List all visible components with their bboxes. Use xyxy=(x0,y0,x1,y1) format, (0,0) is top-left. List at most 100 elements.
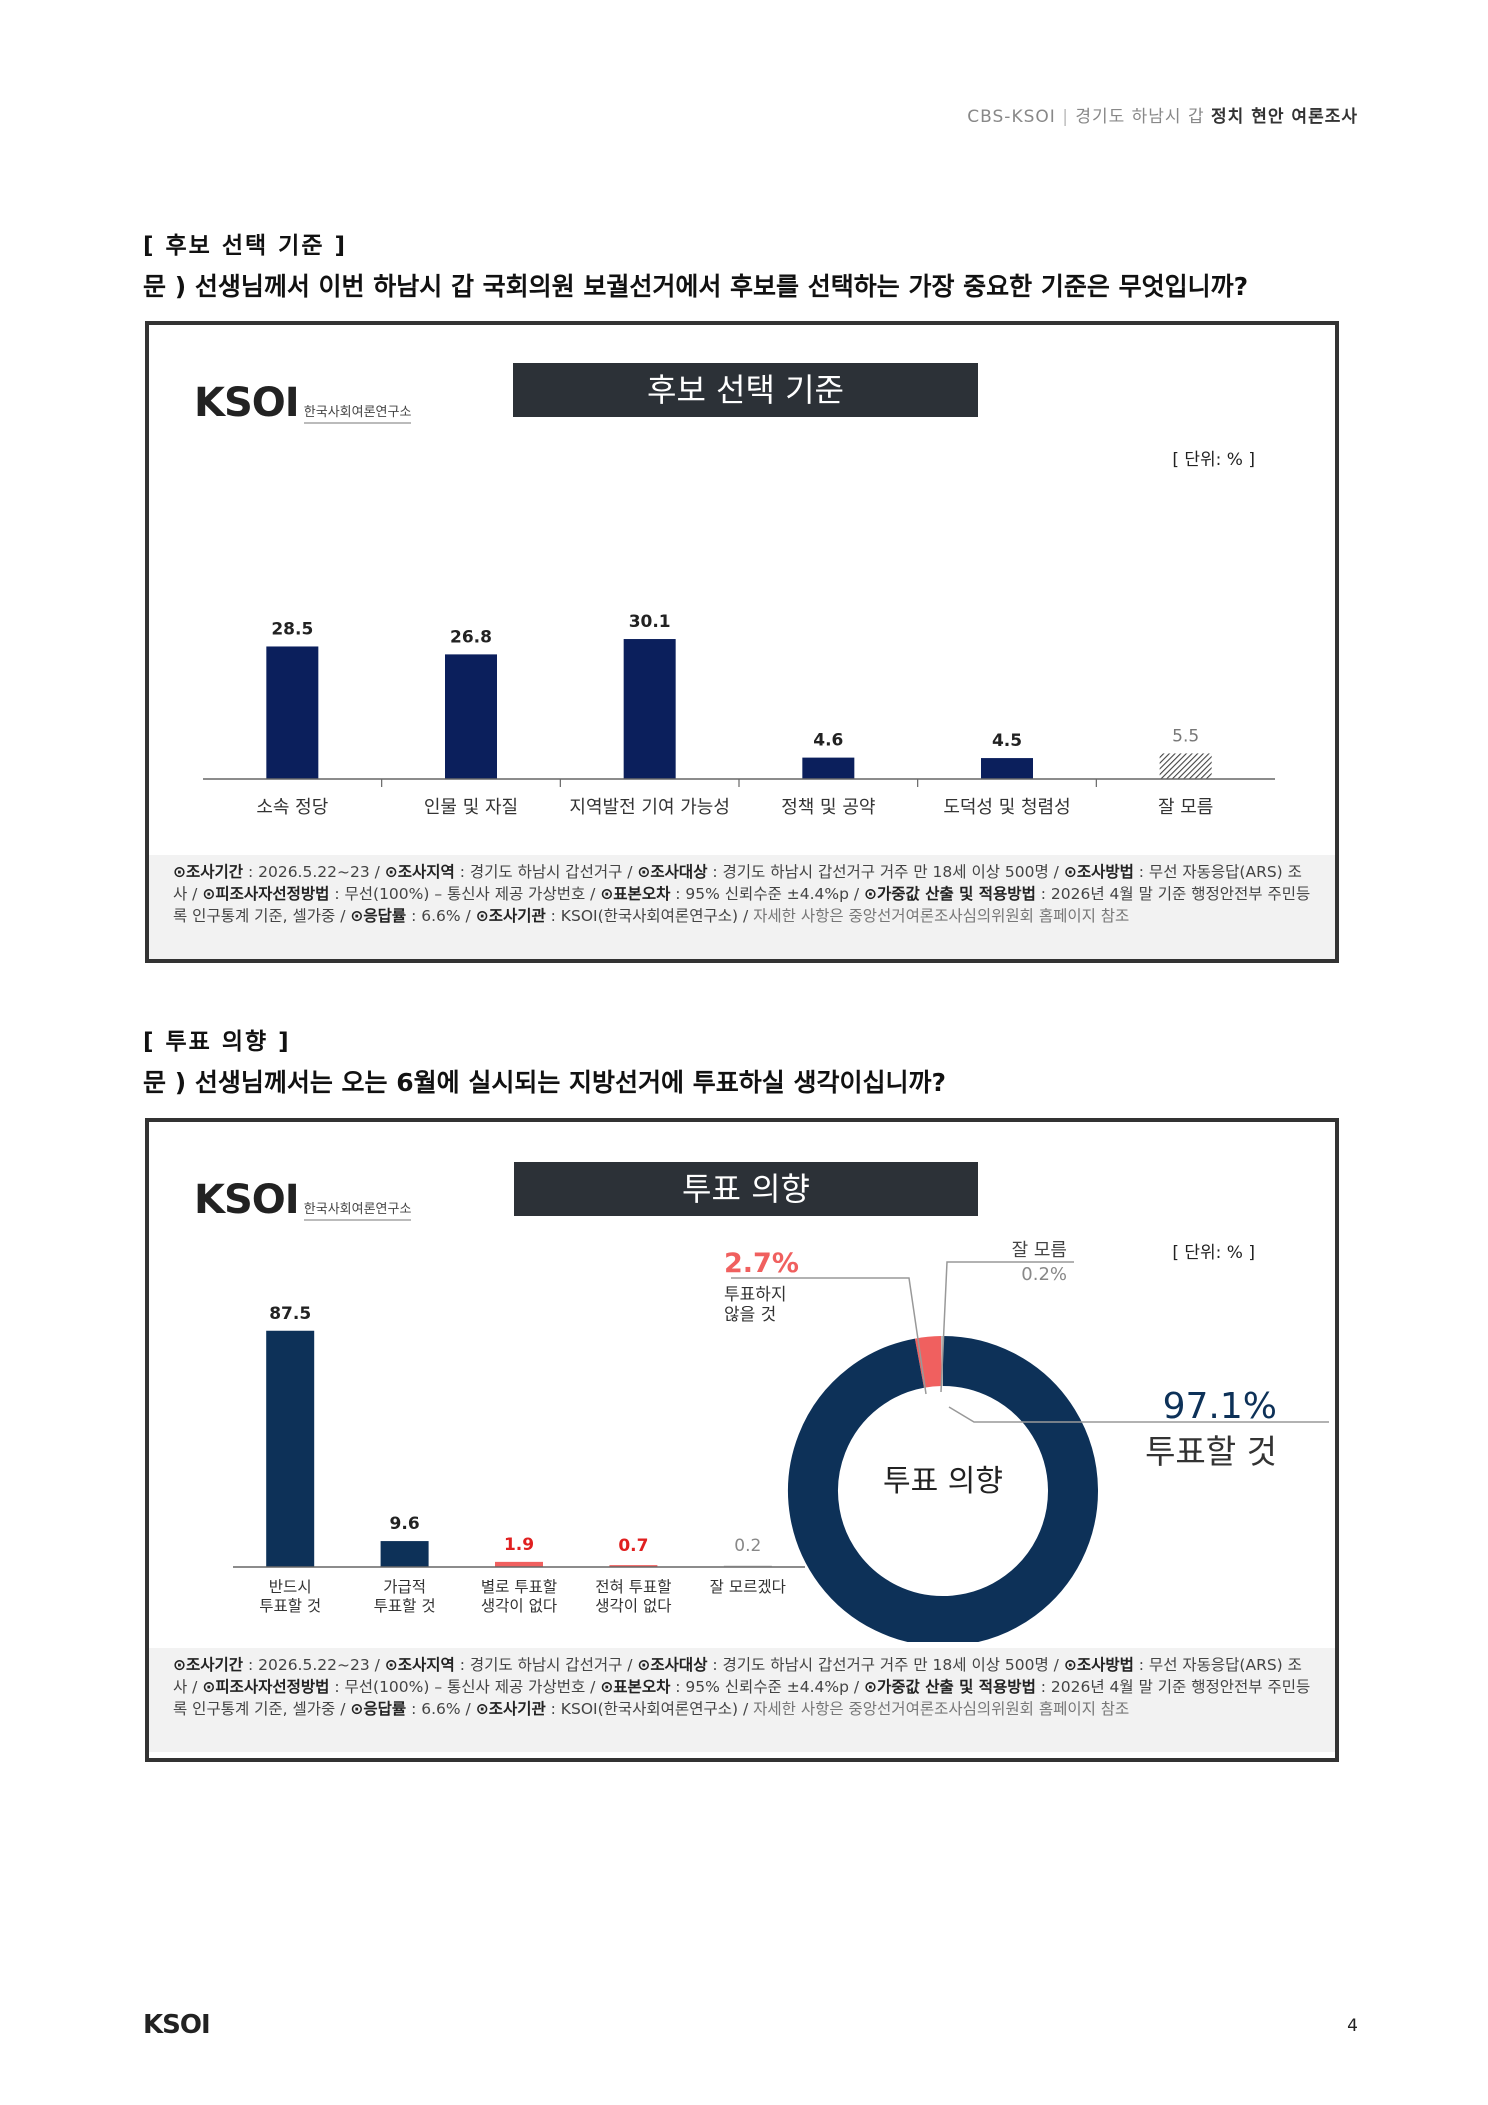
chart-panel-voting-intention: KSOI 한국사회여론연구소 투표 의향 [ 단위: % ] 87.5 반드시 투표… xyxy=(145,1118,1339,1762)
fn-agency-label: ⊙조사기관 xyxy=(475,1700,546,1718)
fn-response-label: ⊙응답률 xyxy=(350,1700,407,1718)
category-label-0-0: 반드시 xyxy=(269,1578,312,1596)
donut-slice-0 xyxy=(788,1336,1098,1642)
category-label-3: 정책 및 공약 xyxy=(781,797,875,818)
fn-weight-text: : 2026년 4월 말 기준 행정안전부 주민등록 인구통계 기준, 셀가중 … xyxy=(173,1678,1311,1718)
category-label-2-1: 생각이 없다 xyxy=(481,1597,557,1615)
bar-value-label-4: 0.2 xyxy=(734,1536,761,1556)
footer-logo: KSOI xyxy=(143,2010,211,2040)
bar-value-label-4: 4.5 xyxy=(992,731,1022,751)
logo-text: KSOI xyxy=(194,380,300,426)
header-survey-org: CBS-KSOI xyxy=(967,107,1056,127)
fn-response-text: : 6.6% / xyxy=(406,907,476,925)
fn-agency-label: ⊙조사기관 xyxy=(475,907,546,925)
chart-panel-candidate-criteria: KSOI 한국사회여론연구소 후보 선택 기준 [ 단위: % ] 28.5 소속… xyxy=(145,321,1339,963)
callout-no-label-1: 투표하지 xyxy=(724,1285,787,1305)
fn-period-label: ⊙조사기간 xyxy=(173,863,244,881)
header-separator: | xyxy=(1062,107,1069,127)
unit-label: [ 단위: % ] xyxy=(1172,1243,1255,1263)
fn-sampling-text: : 무선(100%) – 통신사 제공 가상번호 / xyxy=(329,885,601,903)
callout-dk-label: 잘 모름 xyxy=(1012,1240,1067,1261)
fn-method-text: : 무선 자동응답(ARS) 조사 / xyxy=(173,863,1302,903)
fn-agency-text: : KSOI(한국사회여론연구소) / xyxy=(545,1700,754,1718)
category-label-1: 인물 및 자질 xyxy=(424,797,518,818)
bar-value-label-3: 0.7 xyxy=(618,1536,648,1556)
question-candidate-criteria: 문 ) 선생님께서 이번 하남시 갑 국회의원 보궐선거에서 후보를 선택하는 … xyxy=(143,272,1249,301)
fn-response-label: ⊙응답률 xyxy=(350,907,407,925)
bar-3 xyxy=(802,757,855,779)
fn-target-label: ⊙조사대상 xyxy=(637,1656,708,1674)
fn-target-text: : 경기도 하남시 갑선거구 거주 만 18세 이상 500명 / xyxy=(707,1656,1064,1674)
fn-agency-text: : KSOI(한국사회여론연구소) / xyxy=(545,907,754,925)
bar-1 xyxy=(380,1541,429,1567)
bar-value-label-0: 28.5 xyxy=(271,619,313,639)
category-label-3-0: 전혀 투표할 xyxy=(595,1578,671,1596)
section-title-voting-intention: [ 투표 의향 ] xyxy=(143,1029,291,1055)
question-voting-intention: 문 ) 선생님께서는 오는 6월에 실시되는 지방선거에 투표하실 생각이십니까… xyxy=(143,1068,946,1097)
callout-main-value: 97.1% xyxy=(1163,1386,1277,1427)
bar-chart-candidate-criteria: 28.5 소속 정당 26.8 인물 및 자질 30.1 지역발전 기여 가능성 4.6 정책… xyxy=(203,612,1275,818)
survey-footnote: ⊙조사기간 : 2026.5.22~23 / ⊙조사지역 : 경기도 하남시 갑… xyxy=(149,855,1335,959)
donut-chart-voting-intention: 투표 의향 97.1% 투표할 것 2.7% 투표하지 않을 것 잘 모름 0.… xyxy=(724,1240,1329,1642)
fn-method-text: : 무선 자동응답(ARS) 조사 / xyxy=(173,1656,1302,1696)
fn-weight-label: ⊙가중값 산출 및 적용방법 xyxy=(864,1678,1036,1696)
category-label-2-0: 별로 투표할 xyxy=(481,1578,557,1596)
callout-no-value: 2.7% xyxy=(724,1248,799,1279)
donut-slice-1 xyxy=(914,1336,943,1388)
category-label-0: 소속 정당 xyxy=(256,797,328,818)
fn-method-label: ⊙조사방법 xyxy=(1063,863,1134,881)
bar-5 xyxy=(1159,753,1212,779)
fn-error-label: ⊙표본오차 xyxy=(600,1678,671,1696)
leader-no-vote xyxy=(731,1277,927,1395)
fn-weight-label: ⊙가중값 산출 및 적용방법 xyxy=(864,885,1036,903)
fn-sampling-text: : 무선(100%) – 통신사 제공 가상번호 / xyxy=(329,1678,601,1696)
fn-region-label: ⊙조사지역 xyxy=(384,863,455,881)
fn-region-text: : 경기도 하남시 갑선거구 / xyxy=(454,1656,638,1674)
logo-text: KSOI xyxy=(194,1177,300,1223)
ksoi-logo: KSOI 한국사회여론연구소 xyxy=(194,380,412,426)
fn-reference-text: 자세한 사항은 중앙선거여론조사심의위원회 홈페이지 참조 xyxy=(753,907,1130,925)
bar-value-label-0: 87.5 xyxy=(269,1304,311,1324)
ksoi-logo: KSOI 한국사회여론연구소 xyxy=(194,1177,412,1223)
fn-error-label: ⊙표본오차 xyxy=(600,885,671,903)
category-label-4-0: 잘 모르겠다 xyxy=(710,1578,786,1596)
category-label-3-1: 생각이 없다 xyxy=(595,1597,671,1615)
fn-target-label: ⊙조사대상 xyxy=(637,863,708,881)
bar-value-label-1: 26.8 xyxy=(450,627,492,647)
chart-title-banner: 후보 선택 기준 xyxy=(513,363,978,417)
fn-region-text: : 경기도 하남시 갑선거구 / xyxy=(454,863,638,881)
page-header: CBS-KSOI | 경기도 하남시 갑 정치 현안 여론조사 xyxy=(967,102,1358,127)
section-title-candidate-criteria: [ 후보 선택 기준 ] xyxy=(143,233,348,259)
callout-dk-value: 0.2% xyxy=(1021,1264,1067,1285)
bar-value-label-2: 30.1 xyxy=(629,612,671,632)
callout-main-label: 투표할 것 xyxy=(1145,1432,1277,1471)
fn-error-text: : 95% 신뢰수준 ±4.4%p / xyxy=(670,1678,865,1696)
category-label-1-0: 가급적 xyxy=(383,1578,426,1596)
bar-0 xyxy=(266,1330,315,1567)
survey-footnote: ⊙조사기간 : 2026.5.22~23 / ⊙조사지역 : 경기도 하남시 갑… xyxy=(149,1648,1335,1752)
logo-subtitle: 한국사회여론연구소 xyxy=(303,405,412,424)
bar-0 xyxy=(266,646,319,779)
bar-4 xyxy=(981,758,1033,779)
fn-sampling-label: ⊙피조사자선정방법 xyxy=(202,1678,330,1696)
bar-2 xyxy=(623,639,676,779)
leader-dont-know xyxy=(940,1261,1074,1393)
bar-1 xyxy=(445,654,497,779)
bar-value-label-5: 5.5 xyxy=(1172,726,1199,746)
category-label-5: 잘 모름 xyxy=(1158,797,1213,818)
header-survey-title: 정치 현안 여론조사 xyxy=(1211,107,1358,127)
callout-no-label-2: 않을 것 xyxy=(724,1305,776,1325)
fn-period-label: ⊙조사기간 xyxy=(173,1656,244,1674)
fn-method-label: ⊙조사방법 xyxy=(1063,1656,1134,1674)
fn-target-text: : 경기도 하남시 갑선거구 거주 만 18세 이상 500명 / xyxy=(707,863,1064,881)
fn-reference-text: 자세한 사항은 중앙선거여론조사심의위원회 홈페이지 참조 xyxy=(753,1700,1130,1718)
logo-subtitle: 한국사회여론연구소 xyxy=(303,1202,412,1221)
bar-value-label-1: 9.6 xyxy=(390,1514,420,1534)
fn-period-text: : 2026.5.22~23 / xyxy=(243,863,385,881)
fn-weight-text: : 2026년 4월 말 기준 행정안전부 주민등록 인구통계 기준, 셀가중 … xyxy=(173,885,1311,925)
fn-response-text: : 6.6% / xyxy=(406,1700,476,1718)
donut-center-label: 투표 의향 xyxy=(883,1464,1003,1499)
unit-label: [ 단위: % ] xyxy=(1172,450,1255,470)
category-label-0-1: 투표할 것 xyxy=(259,1597,321,1615)
